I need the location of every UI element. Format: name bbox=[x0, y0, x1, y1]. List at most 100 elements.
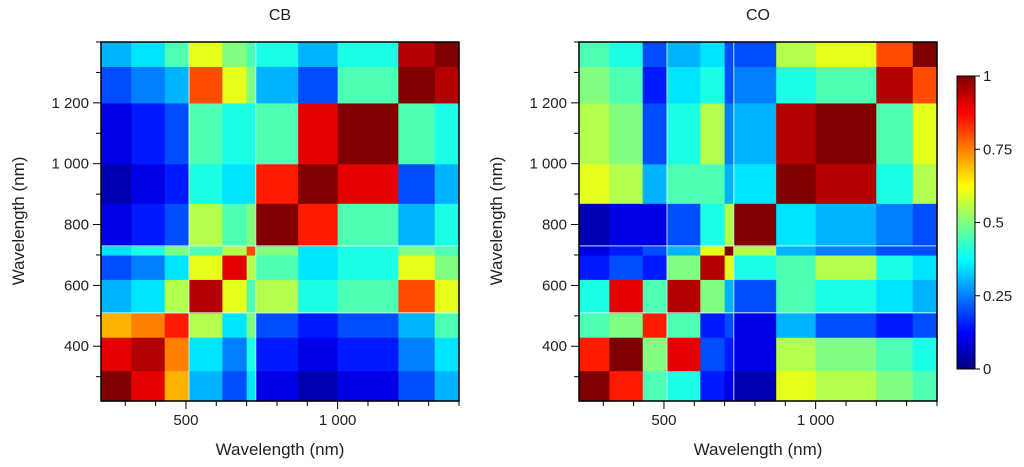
heatmap-cell bbox=[876, 337, 914, 372]
heatmap-cell bbox=[255, 102, 299, 165]
heatmap-cell bbox=[298, 66, 339, 104]
heatmap-cell bbox=[164, 203, 190, 247]
heatmap-cell bbox=[642, 245, 668, 256]
heatmap-cell bbox=[776, 312, 817, 338]
heatmap-cell bbox=[733, 279, 777, 314]
heatmap-cell bbox=[398, 279, 436, 314]
heatmap-cell bbox=[246, 102, 257, 165]
heatmap-cell bbox=[298, 102, 339, 165]
heatmap-cell bbox=[337, 312, 399, 338]
heatmap-cell bbox=[724, 203, 735, 247]
heatmap-cell bbox=[876, 245, 914, 256]
heatmap-cell bbox=[815, 203, 877, 247]
heatmap-cell bbox=[101, 203, 132, 247]
heatmap-cell bbox=[131, 312, 166, 338]
heatmap-cell bbox=[298, 370, 339, 402]
colorbar-gradient bbox=[956, 75, 976, 370]
heatmap-cell bbox=[609, 370, 644, 402]
heatmap-cell bbox=[246, 370, 257, 402]
heatmap-cell bbox=[666, 279, 701, 314]
heatmap-cell bbox=[700, 279, 726, 314]
heatmap-cell bbox=[776, 254, 817, 280]
heatmap-cell bbox=[579, 245, 610, 256]
heatmap-cell bbox=[724, 163, 735, 204]
heatmap-cell bbox=[246, 203, 257, 247]
heatmap-cell bbox=[434, 102, 460, 165]
heatmap-cell bbox=[255, 42, 299, 67]
heatmap-cell bbox=[298, 279, 339, 314]
heatmap-cell bbox=[579, 42, 610, 67]
heatmap-cell bbox=[724, 370, 735, 402]
heatmap-cell bbox=[700, 203, 726, 247]
x-tick-label: 1 000 bbox=[319, 412, 357, 429]
heatmap-cell bbox=[912, 337, 938, 372]
heatmap-cell bbox=[579, 66, 610, 104]
colorbar-ticks: 0 0.25 0.5 0.75 1 bbox=[975, 68, 1012, 378]
heatmap-cell bbox=[815, 66, 877, 104]
heatmap-cell bbox=[131, 279, 166, 314]
heatmap-cell bbox=[164, 42, 190, 67]
heatmap-cell bbox=[776, 203, 817, 247]
heatmap-cell bbox=[164, 245, 190, 256]
colorbar-tick-label: 0 bbox=[983, 361, 991, 378]
heatmap-cell bbox=[733, 370, 777, 402]
heatmap-cell bbox=[642, 337, 668, 372]
y-tick-label: 600 bbox=[542, 277, 567, 294]
heatmap-cell bbox=[131, 163, 166, 204]
heatmap-cell bbox=[188, 163, 223, 204]
heatmap-cell bbox=[642, 370, 668, 402]
heatmap-cell bbox=[776, 42, 817, 67]
heatmap-cell bbox=[642, 66, 668, 104]
heatmap-cell bbox=[815, 163, 877, 204]
heatmap-cell bbox=[776, 279, 817, 314]
heatmap-cell bbox=[164, 279, 190, 314]
heatmap-cell bbox=[579, 102, 610, 165]
heatmap-cell bbox=[255, 66, 299, 104]
y-axis-title: Wavelength (nm) bbox=[9, 157, 28, 286]
heatmap-cell bbox=[222, 245, 248, 256]
heatmap-cell bbox=[246, 254, 257, 280]
heatmap-cell bbox=[255, 254, 299, 280]
heatmap-cell bbox=[579, 254, 610, 280]
y-tick-label: 800 bbox=[64, 217, 89, 234]
heatmap-cell bbox=[164, 163, 190, 204]
heatmap-cell bbox=[579, 370, 610, 402]
heatmap-cell bbox=[298, 337, 339, 372]
heatmap-cell bbox=[642, 254, 668, 280]
heatmap-cell bbox=[101, 337, 132, 372]
heatmap-cell bbox=[255, 163, 299, 204]
heatmap-cell bbox=[255, 203, 299, 247]
heatmap-cell bbox=[222, 102, 248, 165]
heatmap-cell bbox=[131, 203, 166, 247]
heatmap-cell bbox=[912, 42, 938, 67]
heatmap-cell bbox=[434, 312, 460, 338]
heatmap-cell bbox=[912, 254, 938, 280]
heatmap-cell bbox=[815, 370, 877, 402]
heatmap-cell bbox=[398, 312, 436, 338]
heatmap-cell bbox=[666, 163, 701, 204]
heatmap-cell bbox=[434, 279, 460, 314]
heatmap-cell bbox=[246, 42, 257, 67]
colorbar-tick-label: 0.75 bbox=[983, 141, 1012, 158]
heatmap-cell bbox=[700, 42, 726, 67]
heatmap-cell bbox=[579, 312, 610, 338]
heatmap-cell bbox=[131, 66, 166, 104]
heatmap-cell bbox=[733, 163, 777, 204]
heatmap-cell bbox=[164, 102, 190, 165]
heatmap-cell bbox=[398, 203, 436, 247]
heatmap-cell bbox=[609, 66, 644, 104]
heatmap-cell bbox=[666, 312, 701, 338]
heatmap-cell bbox=[101, 312, 132, 338]
heatmap-cell bbox=[776, 102, 817, 165]
heatmap-cell bbox=[255, 312, 299, 338]
heatmap-cell bbox=[609, 254, 644, 280]
artifact-lines bbox=[579, 42, 937, 401]
heatmap-cell bbox=[876, 370, 914, 402]
heatmap-cell bbox=[700, 66, 726, 104]
heatmap-cell bbox=[912, 66, 938, 104]
heatmap-cell bbox=[700, 312, 726, 338]
heatmap-cell bbox=[666, 66, 701, 104]
heatmap-cell bbox=[131, 102, 166, 165]
heatmap-cell bbox=[609, 42, 644, 67]
